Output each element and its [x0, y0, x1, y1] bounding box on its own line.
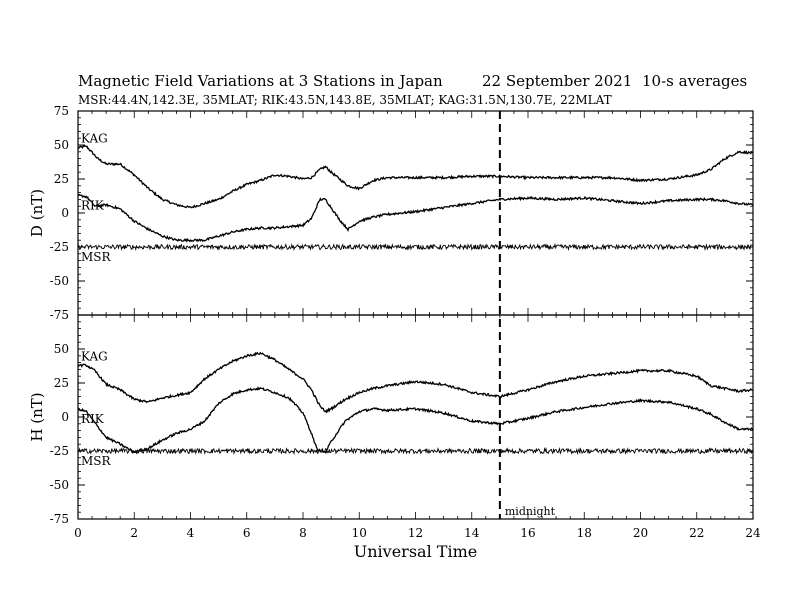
- x-tick-label: 22: [689, 526, 704, 540]
- chart-title: Magnetic Field Variations at 3 Stations …: [78, 72, 443, 90]
- series-label-msr: MSR: [81, 250, 112, 264]
- series-label-kag: KAG: [81, 132, 108, 146]
- x-tick-label: 6: [243, 526, 251, 540]
- series-label-rik: RIK: [81, 198, 105, 212]
- x-tick-label: 12: [408, 526, 423, 540]
- x-tick-label: 8: [299, 526, 307, 540]
- x-tick-label: 18: [577, 526, 592, 540]
- y-tick-label: -25: [50, 240, 69, 254]
- x-tick-label: 10: [352, 526, 367, 540]
- panel-frame-H: [77, 314, 754, 520]
- series-line-msr: [77, 447, 754, 456]
- x-tick-label: 2: [130, 526, 138, 540]
- station-info: MSR:44.4N,142.3E, 35MLAT; RIK:43.5N,143.…: [78, 93, 612, 107]
- x-tick-label: 14: [464, 526, 480, 540]
- y-axis-label: D (nT): [28, 189, 46, 237]
- y-tick-label: -50: [50, 478, 69, 492]
- y-tick-label: 50: [54, 342, 69, 356]
- series-line-rik: [77, 193, 754, 243]
- series-line-msr: [77, 242, 754, 252]
- y-tick-label: 25: [54, 172, 69, 186]
- series-line-kag: [77, 145, 754, 209]
- x-tick-label: 20: [633, 526, 648, 540]
- y-tick-label: 0: [61, 206, 69, 220]
- y-axis-label: H (nT): [28, 392, 46, 441]
- y-tick-label: 75: [54, 104, 69, 118]
- y-tick-label: -50: [50, 274, 69, 288]
- series-label-msr: MSR: [81, 454, 112, 468]
- series-label-rik: RIK: [81, 412, 105, 426]
- y-tick-label: 50: [54, 138, 69, 152]
- panel-frame-D: [77, 110, 754, 316]
- series-label-kag: KAG: [81, 349, 108, 363]
- y-tick-label: 0: [61, 410, 69, 424]
- x-tick-label: 16: [520, 526, 535, 540]
- chart-date: 22 September 2021: [482, 72, 633, 90]
- y-tick-label: 25: [54, 376, 69, 390]
- chart-averaging: 10-s averages: [642, 72, 748, 90]
- x-tick-label: 24: [745, 526, 761, 540]
- y-tick-label: -25: [50, 444, 69, 458]
- midnight-label: midnight: [505, 505, 556, 518]
- y-tick-label: -75: [50, 308, 69, 322]
- series-line-rik: [77, 386, 754, 454]
- series-line-kag: [77, 351, 754, 414]
- x-axis-label: Universal Time: [354, 542, 477, 561]
- x-tick-label: 0: [74, 526, 82, 540]
- y-tick-label: -75: [50, 512, 69, 526]
- x-tick-label: 4: [187, 526, 195, 540]
